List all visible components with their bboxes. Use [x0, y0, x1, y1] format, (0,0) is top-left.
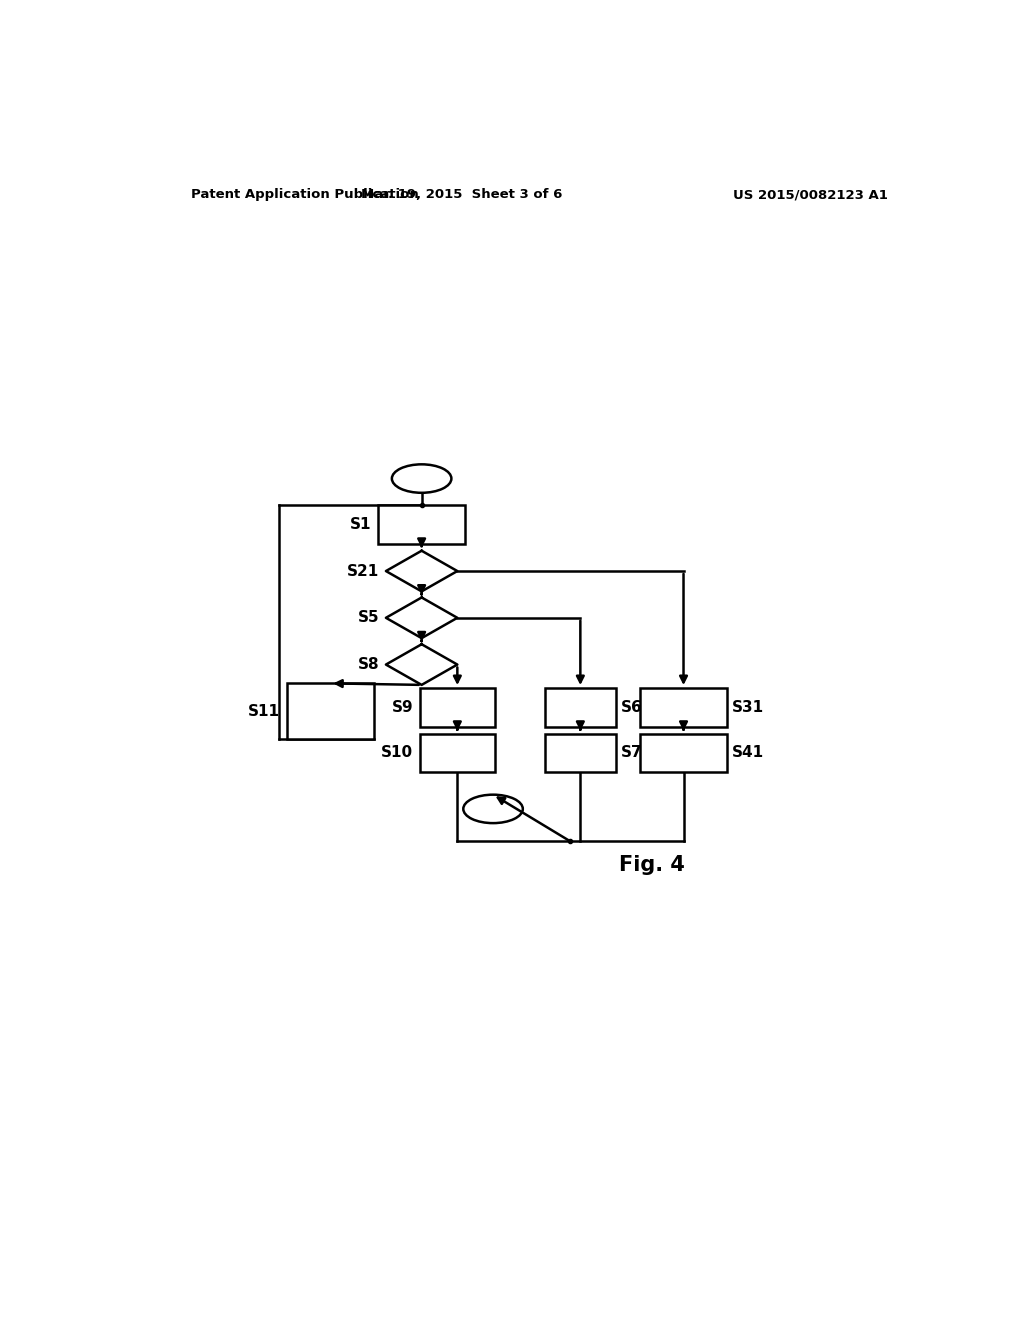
Text: S5: S5 [358, 610, 380, 626]
Bar [378, 506, 465, 544]
Text: Mar. 19, 2015  Sheet 3 of 6: Mar. 19, 2015 Sheet 3 of 6 [360, 189, 562, 202]
Text: Patent Application Publication: Patent Application Publication [191, 189, 419, 202]
Text: S10: S10 [381, 746, 414, 760]
Text: S11: S11 [249, 704, 281, 719]
Bar [640, 688, 727, 726]
Text: S6: S6 [621, 700, 643, 714]
Polygon shape [386, 644, 458, 685]
Bar [545, 688, 616, 726]
Text: S9: S9 [391, 700, 414, 714]
Bar [640, 734, 727, 772]
Text: S41: S41 [732, 746, 764, 760]
Polygon shape [386, 598, 458, 638]
Text: S21: S21 [347, 564, 380, 578]
Text: S1: S1 [350, 517, 372, 532]
Bar [420, 688, 495, 726]
Ellipse shape [392, 465, 452, 492]
Text: S7: S7 [621, 746, 642, 760]
Polygon shape [386, 550, 458, 591]
Text: US 2015/0082123 A1: US 2015/0082123 A1 [733, 189, 888, 202]
Ellipse shape [463, 795, 523, 824]
Bar [287, 684, 374, 739]
Text: S31: S31 [732, 700, 764, 714]
Bar [420, 734, 495, 772]
Bar [545, 734, 616, 772]
Text: Fig. 4: Fig. 4 [618, 855, 685, 875]
Text: S8: S8 [358, 657, 380, 672]
